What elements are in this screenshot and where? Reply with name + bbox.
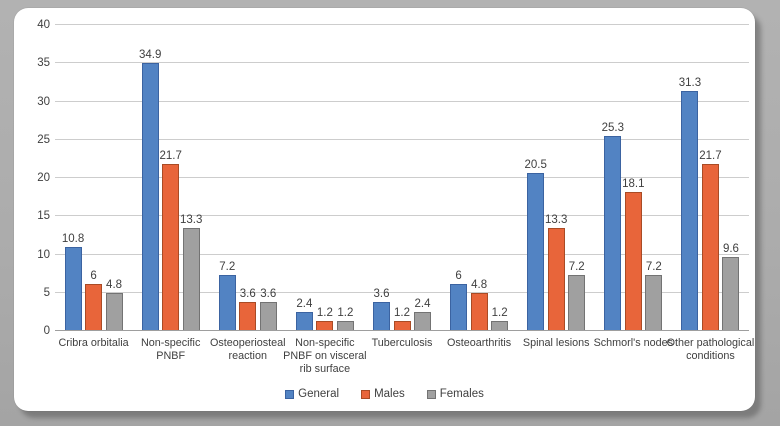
category-label-osteoperiosteal-reaction: Osteoperiosteal reaction bbox=[209, 337, 286, 362]
bar-females-spinal-lesions bbox=[568, 274, 586, 330]
bar-general-non-specific-pnbf bbox=[141, 63, 159, 330]
x-axis-labels: Cribra orbitalia Non-specific PNBF Osteope… bbox=[55, 337, 754, 381]
legend-label-general: General bbox=[298, 388, 340, 400]
value-label: 2.4 bbox=[296, 297, 313, 310]
legend: General Males Females bbox=[14, 388, 755, 400]
y-tick-label: 0 bbox=[43, 325, 50, 337]
value-label: 1.2 bbox=[337, 306, 354, 319]
value-label: 10.8 bbox=[61, 233, 85, 246]
value-label: 13.3 bbox=[545, 214, 568, 227]
legend-item-general: General bbox=[285, 388, 339, 400]
y-tick-label: 40 bbox=[37, 19, 50, 31]
bar-females-schmorl-s-nodes bbox=[645, 274, 663, 330]
value-label: 3.6 bbox=[239, 288, 256, 301]
y-tick-label: 30 bbox=[37, 95, 50, 108]
x-axis-line bbox=[55, 330, 749, 331]
y-tick-label: 20 bbox=[37, 172, 50, 184]
legend-label-males: Males bbox=[374, 388, 405, 400]
value-label: 3.6 bbox=[373, 288, 390, 301]
y-tick-label: 15 bbox=[37, 210, 50, 223]
value-label: 31.3 bbox=[678, 76, 702, 89]
gridline bbox=[55, 177, 749, 178]
chart-panel: 0 5 10 15 20 25 30 35 40 10.8 6 4.8 34.9 21.7 13.3 7.2… bbox=[14, 8, 755, 411]
bar-females-tuberculosis bbox=[414, 311, 431, 330]
value-label: 7.2 bbox=[568, 260, 585, 273]
bar-females-other-pathological-conditions bbox=[722, 256, 740, 330]
bar-females-osteoarthritis bbox=[491, 320, 509, 330]
category-label-non-specific-pnbf: Non-specific PNBF bbox=[140, 337, 201, 362]
gridline bbox=[55, 138, 749, 140]
category-label-tuberculosis: Tuberculosis bbox=[371, 337, 433, 349]
category-label-osteoarthritis: Osteoarthritis bbox=[447, 337, 512, 349]
gridline bbox=[55, 100, 749, 102]
value-label: 6 bbox=[90, 270, 97, 283]
bar-females-osteoperiosteal-reaction bbox=[259, 302, 277, 330]
value-label: 21.7 bbox=[699, 150, 722, 162]
value-label: 1.2 bbox=[316, 306, 333, 319]
value-label: 13.3 bbox=[179, 214, 203, 227]
value-label: 25.3 bbox=[601, 122, 625, 135]
gridline bbox=[55, 215, 749, 217]
bar-males-non-specific-pnbf bbox=[162, 164, 180, 330]
value-label: 9.6 bbox=[722, 242, 739, 255]
bar-males-osteoperiosteal-reaction bbox=[239, 302, 257, 330]
bar-general-osteoperiosteal-reaction bbox=[218, 274, 236, 330]
bar-males-osteoarthritis bbox=[470, 293, 488, 330]
category-label-cribra-orbitalia: Cribra orbitalia bbox=[58, 337, 129, 349]
gridline bbox=[55, 291, 749, 293]
bar-males-schmorl-s-nodes bbox=[624, 191, 642, 330]
plot-area: 10.8 6 4.8 34.9 21.7 13.3 7.2 3.6 3.6 2.4 1.2 1.2 3.… bbox=[55, 24, 749, 331]
bar-males-tuberculosis bbox=[393, 320, 411, 330]
value-label: 2.4 bbox=[414, 297, 431, 310]
bar-females-non-specific-pnbf bbox=[182, 228, 200, 330]
category-label-other-pathological-conditions: Other pathological conditions bbox=[666, 337, 755, 362]
category-label-spinal-lesions: Spinal lesions bbox=[522, 337, 590, 349]
bar-general-schmorl-s-nodes bbox=[604, 136, 622, 330]
legend-label-females: Females bbox=[439, 388, 484, 400]
bar-general-non-specific-pnbf-on-visceral-rib-surface bbox=[295, 311, 313, 330]
bar-general-osteoarthritis bbox=[450, 284, 468, 330]
legend-swatch-females bbox=[426, 389, 436, 399]
legend-swatch-males bbox=[361, 389, 371, 399]
value-label: 6 bbox=[455, 270, 462, 283]
y-axis: 0 5 10 15 20 25 30 35 40 bbox=[18, 19, 50, 337]
gridline bbox=[55, 253, 749, 255]
value-label: 1.2 bbox=[394, 306, 410, 319]
value-label: 4.8 bbox=[106, 279, 123, 292]
value-label: 3.6 bbox=[260, 288, 277, 301]
y-tick-label: 35 bbox=[37, 57, 50, 70]
y-tick-label: 10 bbox=[37, 248, 50, 261]
y-tick-label: 5 bbox=[43, 286, 50, 299]
value-label: 1.2 bbox=[491, 306, 508, 319]
y-tick-label: 25 bbox=[37, 133, 50, 146]
gridline bbox=[55, 24, 749, 25]
bar-males-cribra-orbitalia bbox=[85, 284, 103, 330]
value-label: 7.2 bbox=[645, 260, 662, 273]
bar-males-spinal-lesions bbox=[547, 228, 565, 330]
bar-females-cribra-orbitalia bbox=[105, 293, 123, 330]
legend-item-females: Females bbox=[426, 388, 484, 400]
legend-item-males: Males bbox=[361, 388, 405, 400]
value-label: 21.7 bbox=[159, 150, 182, 162]
bar-females-non-specific-pnbf-on-visceral-rib-surface bbox=[336, 320, 354, 330]
legend-swatch-general bbox=[285, 389, 295, 399]
category-label-schmorl-s-nodes: Schmorl's nodes bbox=[593, 337, 674, 349]
category-label-non-specific-pnbf-on-visceral-rib-surface: Non-specific PNBF on visceral rib surfac… bbox=[283, 337, 367, 375]
value-label: 4.8 bbox=[471, 279, 488, 292]
value-label: 7.2 bbox=[219, 260, 236, 273]
value-label: 20.5 bbox=[524, 159, 547, 172]
bar-males-other-pathological-conditions bbox=[701, 164, 719, 330]
value-label: 18.1 bbox=[622, 177, 645, 190]
bar-general-other-pathological-conditions bbox=[681, 90, 699, 330]
bar-general-cribra-orbitalia bbox=[64, 247, 82, 330]
value-label: 34.9 bbox=[138, 49, 162, 62]
bar-general-tuberculosis bbox=[373, 302, 390, 330]
gridline bbox=[55, 62, 749, 64]
bar-males-non-specific-pnbf-on-visceral-rib-surface bbox=[316, 320, 334, 330]
bar-general-spinal-lesions bbox=[527, 173, 545, 330]
